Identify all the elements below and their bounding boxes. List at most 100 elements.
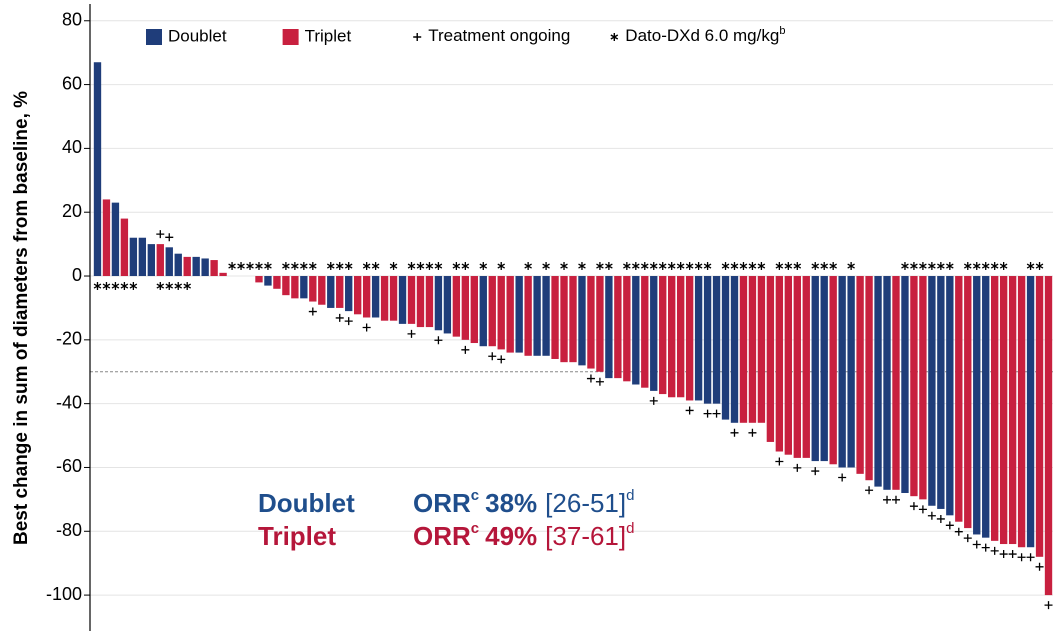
y-tick-label: -80 bbox=[56, 520, 82, 540]
marker-asterisk bbox=[524, 262, 532, 271]
bar bbox=[730, 276, 739, 423]
bar bbox=[542, 276, 550, 356]
marker-asterisk bbox=[928, 262, 936, 271]
marker-plus bbox=[497, 355, 506, 364]
bar bbox=[964, 276, 972, 529]
annotation-orr: ORRc 49% [37-61]d bbox=[413, 520, 634, 551]
marker-asterisk bbox=[362, 262, 371, 271]
marker-asterisk bbox=[300, 262, 308, 271]
marker-asterisk bbox=[748, 262, 757, 271]
marker-asterisk bbox=[829, 262, 837, 271]
legend-label: Doublet bbox=[168, 26, 227, 45]
bar bbox=[93, 62, 102, 277]
marker-plus bbox=[981, 543, 990, 552]
bar bbox=[452, 276, 461, 337]
marker-asterisk bbox=[542, 262, 550, 271]
marker-plus bbox=[972, 540, 981, 549]
marker-asterisk bbox=[335, 262, 344, 271]
bar bbox=[470, 276, 478, 344]
bar bbox=[174, 253, 182, 277]
legend-swatch bbox=[146, 29, 162, 45]
marker-asterisk bbox=[129, 282, 138, 291]
annotation-sup: d bbox=[626, 520, 634, 537]
marker-asterisk bbox=[111, 282, 120, 291]
bar bbox=[506, 276, 514, 353]
marker-asterisk bbox=[658, 262, 667, 271]
bar bbox=[1026, 276, 1035, 548]
bar bbox=[156, 244, 164, 277]
marker-plus bbox=[883, 495, 892, 504]
marker-asterisk bbox=[757, 262, 766, 271]
bar bbox=[991, 276, 999, 541]
bar bbox=[614, 276, 622, 379]
bar bbox=[999, 276, 1008, 545]
bar bbox=[515, 276, 523, 353]
bar bbox=[461, 276, 470, 340]
bar bbox=[362, 276, 371, 318]
marker-plus bbox=[461, 345, 470, 354]
bar bbox=[775, 276, 784, 452]
bar bbox=[829, 276, 837, 465]
marker-plus bbox=[954, 527, 963, 536]
marker-plus bbox=[595, 377, 604, 386]
marker-asterisk bbox=[479, 262, 488, 271]
marker-plus bbox=[685, 406, 694, 415]
marker-plus bbox=[165, 233, 174, 242]
bar bbox=[973, 276, 981, 535]
marker-asterisk bbox=[461, 262, 470, 271]
marker-plus bbox=[488, 352, 497, 361]
marker-asterisk bbox=[901, 262, 909, 271]
bar bbox=[380, 276, 389, 321]
bar bbox=[712, 276, 721, 404]
marker-asterisk bbox=[407, 262, 416, 271]
annotation-metric: ORR bbox=[413, 521, 471, 551]
marker-asterisk bbox=[120, 282, 129, 291]
marker-asterisk bbox=[640, 262, 649, 271]
bar bbox=[147, 244, 155, 277]
bar bbox=[659, 276, 667, 395]
annotation-sup: c bbox=[471, 487, 479, 504]
marker-plus bbox=[793, 463, 802, 472]
bar bbox=[596, 276, 604, 372]
legend-label-sup: b bbox=[779, 25, 785, 37]
bar bbox=[425, 276, 434, 328]
bar bbox=[327, 276, 335, 308]
annotation-metric: ORR bbox=[413, 488, 471, 518]
legend-label: Triplet bbox=[305, 26, 352, 45]
marker-asterisk bbox=[990, 262, 999, 271]
annotation-ci: [26-51] bbox=[545, 488, 626, 518]
marker-plus bbox=[586, 374, 595, 383]
bar bbox=[946, 276, 954, 516]
annotation-arm: Doublet bbox=[258, 488, 355, 518]
marker-plus bbox=[703, 409, 712, 418]
bar bbox=[443, 276, 452, 334]
marker-asterisk bbox=[694, 262, 703, 271]
marker-asterisk bbox=[605, 262, 613, 271]
bar bbox=[291, 276, 299, 299]
bar bbox=[955, 276, 963, 522]
marker-asterisk bbox=[174, 282, 183, 291]
bar bbox=[1035, 276, 1044, 557]
bar bbox=[694, 276, 703, 401]
marker-asterisk bbox=[389, 262, 398, 271]
annotation-sup: d bbox=[626, 487, 634, 504]
y-tick-label: -100 bbox=[46, 584, 82, 604]
annotation-rate: 38% bbox=[485, 488, 537, 518]
marker-asterisk bbox=[228, 262, 236, 271]
marker-plus bbox=[730, 428, 739, 437]
marker-asterisk bbox=[264, 262, 272, 271]
bar bbox=[524, 276, 532, 356]
bar bbox=[883, 276, 891, 490]
marker-asterisk bbox=[793, 262, 802, 271]
bar bbox=[820, 276, 828, 462]
bar bbox=[838, 276, 846, 468]
bar bbox=[676, 276, 685, 398]
marker-asterisk bbox=[578, 262, 586, 271]
bar bbox=[811, 276, 819, 462]
marker-asterisk bbox=[237, 262, 245, 271]
bar bbox=[560, 276, 568, 363]
marker-plus bbox=[1035, 562, 1044, 571]
legend-label-text: Dato-DXd 6.0 mg/kg bbox=[625, 26, 779, 45]
marker-asterisk bbox=[999, 262, 1008, 271]
legend-marker bbox=[413, 33, 422, 41]
